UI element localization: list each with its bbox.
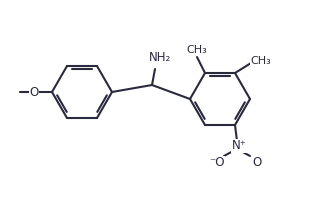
Text: NH₂: NH₂ bbox=[149, 50, 171, 63]
Text: O: O bbox=[252, 156, 262, 169]
Text: N⁺: N⁺ bbox=[232, 139, 246, 152]
Text: CH₃: CH₃ bbox=[187, 45, 207, 55]
Text: ⁻O: ⁻O bbox=[209, 156, 225, 169]
Text: O: O bbox=[29, 85, 38, 98]
Text: CH₃: CH₃ bbox=[251, 56, 271, 66]
